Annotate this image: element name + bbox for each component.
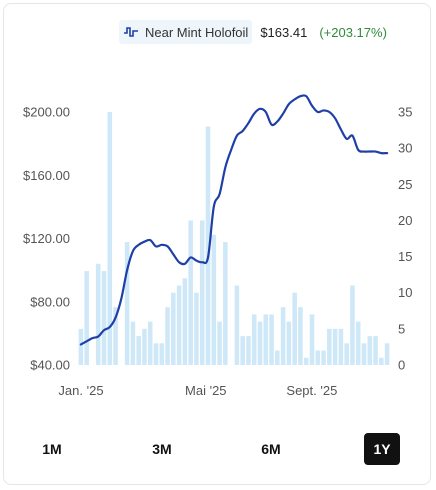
- volume-bar: [234, 285, 240, 365]
- volume-bar: [171, 292, 176, 365]
- volume-bar: [292, 292, 297, 365]
- range-6m-button[interactable]: 6M: [261, 441, 281, 457]
- volume-bar: [199, 220, 205, 365]
- right-axis-tick-label: 20: [398, 213, 412, 228]
- volume-bar: [338, 328, 344, 365]
- volume-bar: [280, 307, 286, 365]
- volume-bar: [309, 314, 315, 365]
- right-axis-tick-label: 15: [398, 249, 412, 264]
- left-axis-tick-label: $160.00: [23, 168, 70, 183]
- right-axis: 0 5 10 15 20 25 30 35: [398, 105, 412, 373]
- x-axis-tick-label: Sept. '25: [286, 383, 337, 398]
- price-series-line: [79, 94, 389, 346]
- right-axis-tick-label: 10: [398, 285, 412, 300]
- right-axis-tick-label: 5: [398, 321, 405, 336]
- price-line: [79, 94, 389, 346]
- volume-bar: [315, 350, 321, 365]
- volume-bar: [379, 357, 384, 365]
- volume-bar: [344, 343, 349, 365]
- volume-bar: [367, 336, 373, 365]
- volume-bar: [165, 307, 170, 365]
- left-axis-tick-label: $40.00: [30, 358, 70, 373]
- volume-bar: [332, 328, 338, 365]
- volume-bar: [251, 314, 257, 365]
- volume-bar: [355, 321, 361, 365]
- volume-bar: [211, 234, 217, 365]
- legend-series-name: Near Mint Holofoil: [145, 24, 249, 40]
- volume-bar: [240, 336, 245, 365]
- range-1y-button[interactable]: 1Y: [364, 433, 400, 465]
- left-axis-tick-label: $80.00: [30, 294, 70, 309]
- volume-bar: [194, 292, 199, 365]
- volume-bar: [188, 220, 193, 365]
- range-3m-button[interactable]: 3M: [152, 441, 172, 457]
- price-chart-card: [3, 3, 431, 485]
- range-1m-button[interactable]: 1M: [42, 441, 62, 457]
- right-axis-tick-label: 30: [398, 141, 412, 156]
- right-axis-tick-label: 25: [398, 177, 412, 192]
- right-axis-tick-label: 0: [398, 358, 405, 373]
- volume-bar: [246, 336, 251, 365]
- time-range-selector[interactable]: 1M 3M 6M 1Y: [0, 433, 436, 469]
- volume-bar: [217, 321, 222, 365]
- volume-bar: [350, 285, 355, 365]
- volume-bar: [205, 126, 211, 366]
- volume-bar: [159, 343, 165, 365]
- price-chart: $40.00 $80.00 $120.00 $160.00 $200.00 0 5 10 15…: [23, 94, 412, 398]
- volume-bar: [373, 336, 378, 365]
- volume-bars: [78, 112, 390, 366]
- legend-change: (+203.17%): [319, 24, 387, 40]
- volume-bar: [176, 285, 182, 365]
- left-axis-tick-label: $200.00: [23, 105, 70, 120]
- volume-bar: [153, 343, 159, 365]
- volume-bar: [269, 314, 274, 365]
- volume-bar: [107, 112, 113, 365]
- right-axis-tick-label: 35: [398, 105, 412, 120]
- volume-bar: [298, 307, 303, 365]
- volume-bar: [101, 271, 107, 365]
- volume-bar: [78, 328, 84, 365]
- volume-bar: [136, 336, 141, 365]
- chart-legend[interactable]: Near Mint Holofoil $163.41 (+203.17%): [119, 20, 419, 44]
- volume-bar: [223, 242, 228, 365]
- volume-bar: [113, 307, 118, 365]
- volume-bar: [95, 263, 101, 365]
- volume-bar: [124, 242, 130, 365]
- volume-bar: [275, 350, 280, 365]
- legend-price: $163.41: [260, 24, 308, 40]
- volume-bar: [321, 350, 326, 365]
- volume-bar: [327, 328, 332, 365]
- volume-bar: [130, 321, 136, 365]
- x-axis-tick-label: Mai '25: [185, 383, 227, 398]
- volume-bar: [361, 343, 367, 365]
- volume-bar: [147, 321, 153, 365]
- volume-bar: [286, 321, 292, 365]
- volume-bar: [84, 271, 89, 365]
- volume-bar: [182, 278, 188, 365]
- left-axis-tick-label: $120.00: [23, 231, 70, 246]
- volume-bar: [263, 314, 269, 365]
- volume-bar: [142, 328, 147, 365]
- x-axis: Jan. '25 Mai '25 Sept. '25: [58, 383, 337, 398]
- x-axis-tick-label: Jan. '25: [58, 383, 103, 398]
- legend-series-chip[interactable]: Near Mint Holofoil: [119, 20, 253, 44]
- left-axis: $40.00 $80.00 $120.00 $160.00 $200.00: [23, 105, 70, 373]
- volume-bar: [384, 343, 390, 365]
- volume-bar: [257, 321, 263, 365]
- volume-bar: [303, 357, 309, 365]
- trend-line-icon: [124, 27, 138, 37]
